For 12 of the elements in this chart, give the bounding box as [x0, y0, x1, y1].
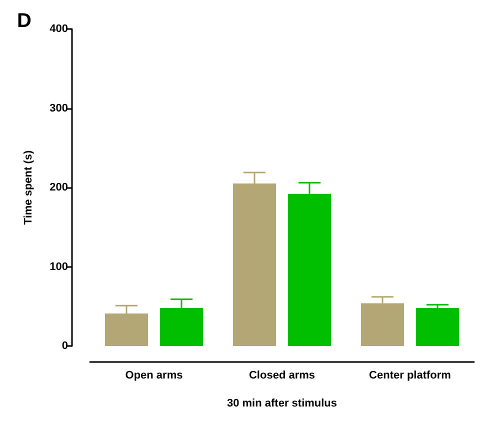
y-tick-label: 300 [50, 102, 68, 114]
y-axis-title: Time spent (s) [22, 150, 34, 225]
x-tick-label: Open arms [125, 370, 183, 382]
x-axis-title: 30 min after stimulus [226, 398, 338, 410]
y-tick-label: 200 [50, 182, 68, 194]
bar [416, 308, 459, 346]
y-tick-label: 0 [62, 340, 68, 352]
x-tick-label: Center platform [369, 370, 452, 382]
y-tick-label: 100 [50, 260, 68, 273]
x-tick-label: Closed arms [248, 370, 316, 382]
y-tick-label: 400 [50, 23, 68, 35]
chart-title: D [17, 10, 32, 32]
